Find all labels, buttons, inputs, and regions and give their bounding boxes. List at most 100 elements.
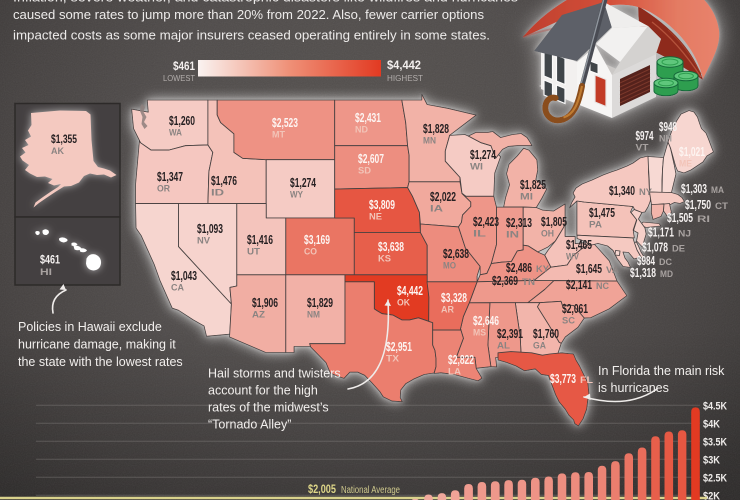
svg-text:$1,476: $1,476 bbox=[211, 174, 237, 188]
svg-text:$1,465: $1,465 bbox=[566, 238, 592, 252]
svg-text:$1,260: $1,260 bbox=[169, 114, 195, 128]
svg-text:Policies in Hawaii exclude: Policies in Hawaii exclude bbox=[18, 320, 162, 334]
svg-text:$1,093: $1,093 bbox=[197, 222, 223, 236]
svg-text:OR: OR bbox=[157, 184, 170, 195]
svg-text:NE: NE bbox=[369, 212, 382, 223]
svg-text:AZ: AZ bbox=[252, 310, 265, 321]
svg-text:$1,829: $1,829 bbox=[307, 296, 333, 310]
svg-text:$2,423: $2,423 bbox=[473, 215, 499, 229]
svg-text:the state with the lowest rate: the state with the lowest rates bbox=[18, 355, 183, 369]
svg-text:$1,274: $1,274 bbox=[470, 148, 496, 162]
svg-text:$2,391: $2,391 bbox=[497, 327, 523, 341]
svg-text:$974: $974 bbox=[636, 129, 654, 143]
svg-text:$2,486: $2,486 bbox=[506, 261, 532, 275]
svg-text:$4.5K: $4.5K bbox=[703, 400, 727, 412]
svg-text:IN: IN bbox=[506, 230, 519, 241]
svg-text:$3,328: $3,328 bbox=[441, 291, 467, 305]
svg-text:$1,340: $1,340 bbox=[609, 184, 635, 198]
svg-text:MN: MN bbox=[423, 136, 436, 147]
svg-text:$4K: $4K bbox=[703, 418, 720, 430]
svg-text:NM: NM bbox=[307, 310, 320, 321]
svg-text:GA: GA bbox=[533, 341, 546, 352]
svg-text:HIGHEST: HIGHEST bbox=[387, 74, 423, 83]
svg-text:AK: AK bbox=[51, 146, 64, 157]
svg-text:CA: CA bbox=[171, 283, 184, 294]
svg-text:$2,313: $2,313 bbox=[506, 216, 532, 230]
svg-text:WI: WI bbox=[470, 162, 483, 173]
svg-text:$461: $461 bbox=[40, 253, 60, 267]
svg-text:NV: NV bbox=[197, 236, 211, 247]
svg-text:“Tornado Alley”: “Tornado Alley” bbox=[208, 418, 291, 432]
svg-text:MT: MT bbox=[272, 130, 285, 141]
svg-text:OH: OH bbox=[541, 229, 554, 240]
svg-text:LA: LA bbox=[448, 367, 461, 378]
svg-text:$2,022: $2,022 bbox=[430, 190, 456, 204]
svg-text:VT: VT bbox=[636, 143, 649, 154]
svg-text:impacted costs as some major i: impacted costs as some major insurers ce… bbox=[13, 28, 490, 43]
svg-text:$1,078: $1,078 bbox=[642, 241, 668, 255]
svg-text:WY: WY bbox=[290, 190, 304, 201]
svg-text:$1,645: $1,645 bbox=[576, 262, 602, 276]
svg-text:$2,061: $2,061 bbox=[562, 302, 588, 316]
svg-text:$2,638: $2,638 bbox=[443, 247, 469, 261]
svg-text:$1,416: $1,416 bbox=[247, 233, 273, 247]
svg-text:ID: ID bbox=[211, 188, 224, 199]
svg-text:$3,169: $3,169 bbox=[304, 233, 330, 247]
svg-text:Inflation, severe weather, and: Inflation, severe weather, and catastrop… bbox=[13, 0, 519, 5]
svg-text:$4,442: $4,442 bbox=[387, 60, 421, 72]
svg-text:$1,303: $1,303 bbox=[681, 182, 707, 196]
svg-text:Hail storms and twisters: Hail storms and twisters bbox=[208, 367, 341, 381]
svg-text:$1,828: $1,828 bbox=[423, 122, 449, 136]
svg-text:NH: NH bbox=[659, 134, 672, 145]
svg-text:$1,805: $1,805 bbox=[541, 215, 567, 229]
svg-text:MA: MA bbox=[711, 185, 724, 196]
svg-text:RI: RI bbox=[697, 214, 710, 225]
svg-text:CT: CT bbox=[715, 201, 728, 212]
svg-text:MS: MS bbox=[473, 328, 486, 339]
svg-text:MD: MD bbox=[660, 269, 673, 280]
svg-text:$1,274: $1,274 bbox=[290, 176, 316, 190]
svg-text:In Florida the main risk: In Florida the main risk bbox=[598, 364, 725, 378]
svg-text:$2,822: $2,822 bbox=[448, 353, 474, 367]
svg-text:$1,760: $1,760 bbox=[533, 327, 559, 341]
svg-text:$2,951: $2,951 bbox=[386, 340, 412, 354]
svg-text:NY: NY bbox=[639, 187, 653, 198]
svg-text:$1,825: $1,825 bbox=[520, 178, 546, 192]
svg-text:CO: CO bbox=[304, 247, 317, 258]
svg-text:$3,809: $3,809 bbox=[369, 198, 395, 212]
svg-text:$3,773: $3,773 bbox=[550, 372, 576, 386]
svg-text:$2,431: $2,431 bbox=[355, 111, 381, 125]
svg-text:FL: FL bbox=[580, 375, 593, 386]
svg-text:is hurricanes: is hurricanes bbox=[598, 381, 669, 395]
svg-text:UT: UT bbox=[247, 247, 260, 258]
svg-text:$3,638: $3,638 bbox=[378, 240, 404, 254]
svg-text:$1,475: $1,475 bbox=[589, 206, 615, 220]
svg-text:$1,750: $1,750 bbox=[685, 198, 711, 212]
svg-text:$2K: $2K bbox=[703, 490, 720, 500]
svg-text:MO: MO bbox=[443, 261, 456, 272]
svg-text:$2,607: $2,607 bbox=[358, 152, 384, 166]
svg-text:PA: PA bbox=[589, 220, 602, 231]
svg-text:DE: DE bbox=[672, 244, 685, 255]
svg-text:VA: VA bbox=[606, 265, 619, 276]
svg-text:$1,021: $1,021 bbox=[679, 145, 705, 159]
svg-text:$1,318: $1,318 bbox=[630, 266, 656, 280]
svg-text:$2,369: $2,369 bbox=[492, 274, 518, 288]
svg-text:ME: ME bbox=[679, 159, 692, 170]
svg-text:HI: HI bbox=[40, 267, 52, 278]
svg-text:rates of the midwest’s: rates of the midwest’s bbox=[208, 401, 329, 415]
svg-text:OK: OK bbox=[397, 298, 410, 309]
svg-text:$1,171: $1,171 bbox=[648, 226, 674, 240]
svg-text:caused some rates to jump mor: caused some rates to jump more than 20% … bbox=[13, 7, 485, 22]
svg-text:$1,347: $1,347 bbox=[157, 170, 183, 184]
svg-text:SD: SD bbox=[358, 166, 371, 177]
svg-text:$4,442: $4,442 bbox=[397, 284, 423, 298]
svg-text:NC: NC bbox=[596, 281, 609, 292]
svg-text:hurricane damage, making it: hurricane damage, making it bbox=[18, 338, 176, 352]
svg-text:AL: AL bbox=[497, 341, 510, 352]
svg-text:$1,355: $1,355 bbox=[51, 132, 77, 146]
svg-text:SC: SC bbox=[562, 316, 575, 327]
svg-text:IL: IL bbox=[473, 229, 486, 240]
svg-text:IA: IA bbox=[430, 204, 443, 215]
svg-text:$2,523: $2,523 bbox=[272, 116, 298, 130]
